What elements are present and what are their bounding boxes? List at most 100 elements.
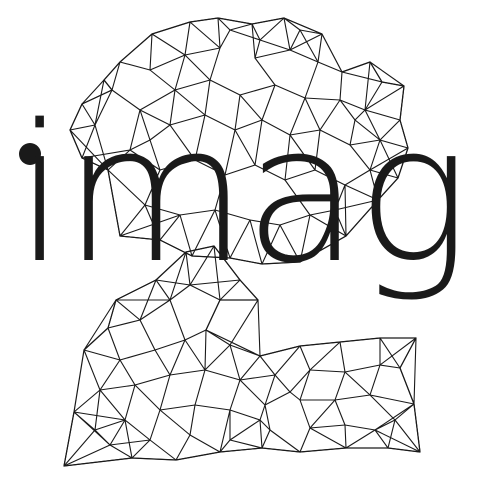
mesh-edge xyxy=(217,17,253,25)
mesh-edge xyxy=(334,209,347,237)
mesh-edge xyxy=(269,429,301,453)
mesh-edge xyxy=(139,319,156,351)
mesh-edge xyxy=(229,29,261,41)
mesh-edge xyxy=(354,109,366,121)
mesh-edge xyxy=(185,245,215,253)
mesh-edge xyxy=(185,251,191,286)
mesh-edge xyxy=(264,391,291,406)
mesh-edge xyxy=(249,219,281,226)
mesh-edge xyxy=(309,209,336,216)
mesh-edge xyxy=(364,61,371,111)
mesh-edge xyxy=(119,33,153,63)
mesh-edge xyxy=(309,424,346,429)
mesh-edge xyxy=(63,411,75,467)
mesh-edge xyxy=(254,57,276,86)
mesh-edge xyxy=(189,284,221,301)
mesh-edge xyxy=(364,109,401,121)
mesh-edge xyxy=(299,29,319,63)
mesh-edge xyxy=(309,369,346,373)
mesh-edge xyxy=(387,447,421,453)
mesh-edge xyxy=(69,103,83,131)
mesh-edge xyxy=(139,89,176,111)
mesh-edge xyxy=(289,49,319,63)
mesh-edge xyxy=(299,29,323,35)
mesh-edge xyxy=(159,159,196,171)
mesh-edge xyxy=(151,33,186,56)
mesh-edge xyxy=(261,429,271,449)
mesh-edge xyxy=(364,85,405,111)
mesh-edge xyxy=(369,169,399,179)
mesh-edge xyxy=(239,84,276,96)
mesh-edge xyxy=(339,337,381,343)
mesh-edge xyxy=(69,129,83,159)
mesh-edge xyxy=(109,439,151,446)
mesh-edge xyxy=(229,409,261,421)
mesh-edge xyxy=(344,364,381,373)
mesh-edge xyxy=(175,451,221,461)
mesh-edge xyxy=(239,355,261,381)
mesh-edge xyxy=(345,429,376,449)
mesh-edge xyxy=(103,61,121,81)
mesh-edge xyxy=(299,369,311,401)
mesh-edge xyxy=(151,21,191,35)
mesh-edge xyxy=(81,79,105,105)
mesh-edge xyxy=(289,29,301,51)
mesh-edge xyxy=(111,89,141,111)
mesh-edge xyxy=(274,345,301,376)
mesh-edge xyxy=(204,329,207,371)
mesh-edge xyxy=(205,299,221,331)
mesh-edge xyxy=(283,17,323,35)
mesh-edge xyxy=(364,109,381,141)
mesh-edge xyxy=(334,371,346,401)
mesh-edge xyxy=(413,337,417,405)
mesh-edge xyxy=(309,214,347,237)
mesh-edge xyxy=(194,159,226,176)
mesh-edge xyxy=(94,389,101,431)
mesh-edge xyxy=(194,114,206,161)
mesh-edge xyxy=(345,199,379,237)
mesh-edge xyxy=(289,391,301,401)
mesh-edge xyxy=(274,374,291,393)
mesh-edge xyxy=(119,359,136,386)
mesh-edge xyxy=(339,99,356,121)
mesh-edge xyxy=(144,169,161,206)
mesh-edge xyxy=(131,457,177,461)
mesh-edge xyxy=(139,299,171,321)
mesh-edge xyxy=(289,134,316,171)
mesh-edge xyxy=(224,164,256,176)
mesh-edge xyxy=(369,139,381,171)
mesh-edge xyxy=(144,204,181,216)
mesh-edge xyxy=(169,299,186,341)
mesh-edge xyxy=(94,79,105,126)
mesh-edge xyxy=(319,129,351,146)
mesh-edge xyxy=(234,129,256,166)
mesh-edge xyxy=(259,355,276,376)
mesh-edge xyxy=(259,17,285,41)
mesh-edge xyxy=(169,284,191,301)
mesh-edge xyxy=(314,169,346,186)
mesh-edge xyxy=(259,419,271,431)
mesh-edge xyxy=(374,419,396,431)
mesh-edge xyxy=(339,99,366,111)
mesh-edge xyxy=(229,219,251,259)
mesh-edge xyxy=(174,89,206,116)
mesh-edge xyxy=(81,103,96,126)
mesh-edge xyxy=(334,199,379,211)
mesh-edge xyxy=(205,329,231,346)
mesh-edge xyxy=(283,17,301,31)
mesh-edge xyxy=(129,149,161,171)
mesh-edge xyxy=(149,439,177,461)
mesh-edge xyxy=(134,374,171,386)
mesh-edge xyxy=(344,424,347,449)
wordmark-text: imag xyxy=(14,84,470,305)
mesh-edge xyxy=(214,174,226,211)
mesh-edge xyxy=(81,157,109,171)
mesh-edge xyxy=(83,299,117,351)
mesh-edge xyxy=(344,184,347,237)
mesh-edge xyxy=(169,339,186,376)
mesh-edge xyxy=(174,54,186,91)
mesh-edge xyxy=(149,139,161,171)
mesh-edge xyxy=(254,49,291,59)
mesh-edge xyxy=(317,33,323,63)
